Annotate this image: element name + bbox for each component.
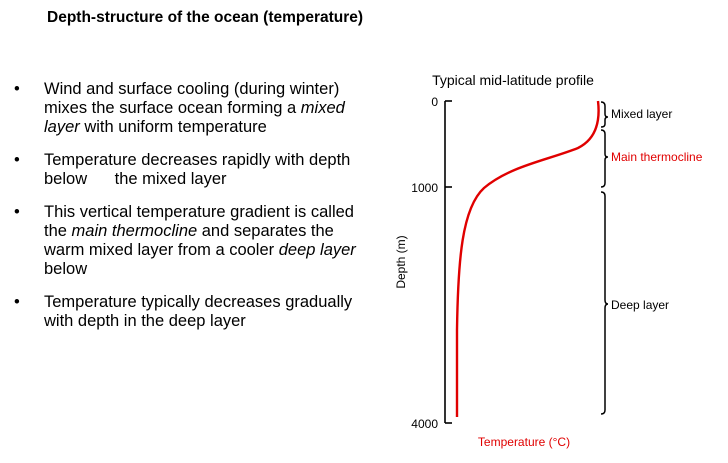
- bullet-text: This vertical temperature gradient is ca…: [44, 203, 356, 278]
- bullet-marker: •: [14, 80, 20, 98]
- text-segment: Wind and surface cooling (during winter)…: [44, 80, 340, 117]
- text-segment: below: [44, 260, 88, 278]
- y-tick-label-4000: 4000: [411, 417, 438, 431]
- thermocline-bracket: [600, 129, 609, 188]
- y-tick-label-1000: 1000: [411, 181, 438, 195]
- text-segment: Temperature typically decreases graduall…: [44, 293, 353, 330]
- y-tick-label-0: 0: [431, 95, 438, 109]
- mixed-layer-bracket: [600, 101, 609, 128]
- x-axis-label: Temperature (°C): [478, 435, 570, 449]
- bullet-marker: •: [14, 293, 20, 311]
- page-title: Depth-structure of the ocean (temperatur…: [47, 9, 364, 26]
- bullet-marker: •: [14, 151, 20, 169]
- text-segment: Temperature decreases rapidly with depth…: [44, 151, 351, 188]
- bullet-item: • Temperature decreases rapidly with dep…: [14, 151, 374, 189]
- italic-term: deep layer: [278, 241, 356, 259]
- mixed-layer-label: Mixed layer: [611, 107, 672, 121]
- bullet-item: • Wind and surface cooling (during winte…: [14, 80, 374, 137]
- deep-layer-label: Deep layer: [611, 298, 669, 312]
- temperature-curve: [455, 100, 600, 417]
- bullet-marker: •: [14, 203, 20, 221]
- text-segment: This vertical temperature gradient is ca…: [44, 203, 354, 240]
- bullet-text: Temperature typically decreases graduall…: [44, 293, 352, 330]
- thermocline-label: Main thermocline: [611, 150, 703, 164]
- diagram-title: Typical mid-latitude profile: [432, 72, 594, 88]
- italic-term: main thermocline: [71, 222, 198, 240]
- bullet-list: • Wind and surface cooling (during winte…: [14, 80, 374, 345]
- bullet-text: Wind and surface cooling (during winter)…: [44, 80, 345, 136]
- italic-term: mixed layer: [44, 99, 345, 136]
- text-segment: with uniform temperature: [79, 118, 267, 136]
- bullet-item: • This vertical temperature gradient is …: [14, 203, 374, 279]
- deep-layer-bracket: [600, 191, 609, 415]
- text-segment: and separates the warm mixed layer from …: [44, 222, 334, 259]
- y-axis-label: Depth (m): [394, 235, 408, 288]
- bullet-item: • Temperature typically decreases gradua…: [14, 293, 374, 331]
- bullet-text: Temperature decreases rapidly with depth…: [44, 151, 350, 188]
